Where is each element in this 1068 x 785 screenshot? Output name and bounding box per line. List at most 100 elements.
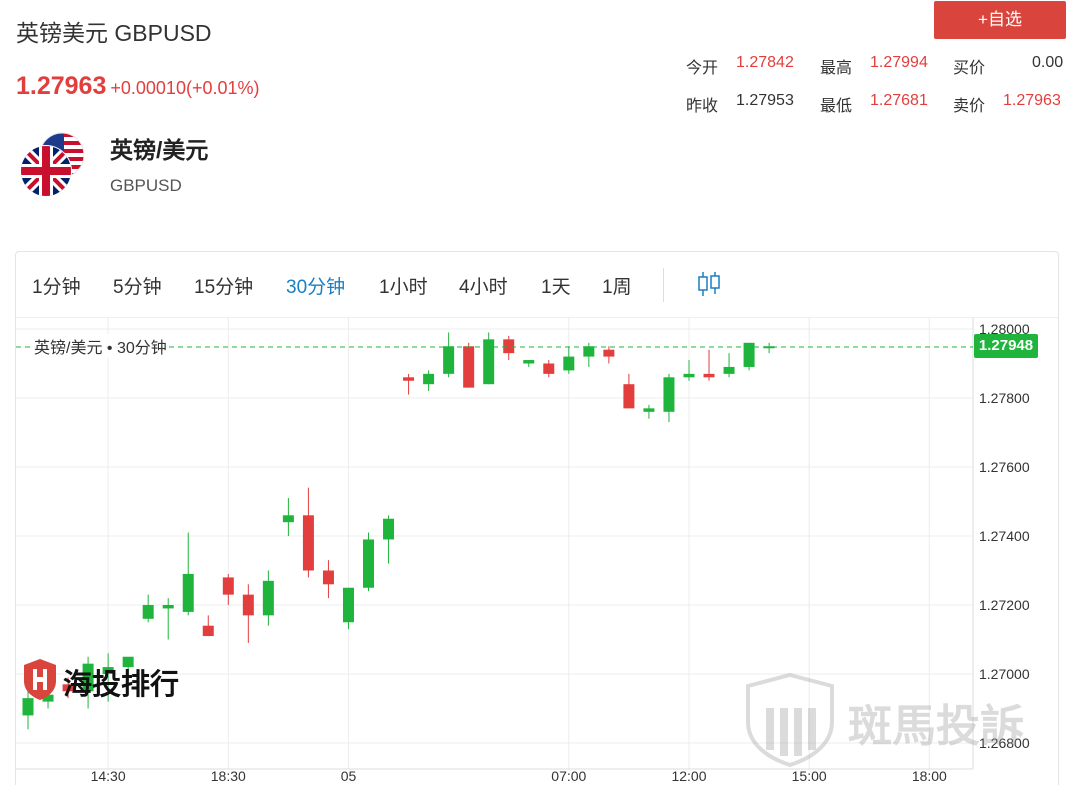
candle — [82, 656, 94, 709]
tab-15min[interactable]: 15分钟 — [194, 277, 254, 298]
candle — [242, 584, 254, 643]
haitou-watermark: 海投排行 — [21, 657, 191, 701]
candle — [423, 370, 435, 392]
price-change: +0.00010(+0.01%) — [110, 78, 260, 98]
x-tick-label: 18:00 — [912, 768, 947, 784]
low-value: 1.27681 — [870, 92, 928, 109]
candle-body — [302, 515, 314, 571]
x-tick-label: 14:30 — [91, 768, 126, 784]
candle-body — [403, 377, 415, 381]
ask-value: 1.27963 — [1003, 92, 1061, 109]
candle-body — [162, 605, 174, 609]
candle-body — [342, 587, 354, 623]
tab-1hour[interactable]: 1小时 — [379, 277, 428, 298]
tab-1week[interactable]: 1周 — [602, 277, 632, 298]
candlestick-chart[interactable]: 1.28000 1.27800 1.27600 1.27400 1.27200 1.270… — [16, 252, 1058, 785]
candle-body — [603, 349, 615, 357]
page-title: 英镑美元 GBPUSD — [16, 20, 212, 46]
candle — [342, 587, 354, 630]
candle-body — [583, 346, 595, 357]
candle — [403, 373, 415, 395]
candle — [122, 656, 134, 681]
candle-body — [623, 384, 635, 409]
zebra-watermark: 斑馬投訴 — [744, 672, 1054, 767]
candle-body — [242, 594, 254, 616]
candle — [583, 342, 595, 367]
tab-5min[interactable]: 5分钟 — [113, 277, 162, 298]
zebra-shield-icon — [746, 672, 834, 767]
candle-body — [202, 625, 214, 637]
candle — [142, 594, 154, 623]
candle-body — [483, 339, 495, 385]
candle — [663, 373, 675, 423]
candle-body — [322, 570, 334, 585]
price-row: 1.27963 +0.00010(+0.01%) — [16, 72, 260, 101]
tab-4hour[interactable]: 4小时 — [459, 277, 508, 298]
tab-1min[interactable]: 1分钟 — [32, 277, 81, 298]
bid-value: 0.00 — [1032, 54, 1064, 71]
candle — [182, 532, 194, 616]
candle-body — [282, 515, 294, 523]
candle-body — [523, 360, 535, 364]
candle-body — [643, 408, 655, 412]
shield-logo-icon — [24, 659, 56, 700]
candle-body — [62, 684, 74, 692]
candle-body — [563, 356, 575, 371]
candle-body — [463, 346, 475, 388]
chart-panel: 1分钟 5分钟 15分钟 30分钟 1小时 4小时 1天 1周 1.28000 1… — [15, 251, 1059, 785]
candle-body — [423, 373, 435, 385]
current-price-tag: 1.27948 — [974, 334, 1038, 358]
candle-body — [222, 577, 234, 595]
candle-body — [383, 518, 395, 540]
candle-body — [142, 605, 154, 619]
x-tick-label: 12:00 — [671, 768, 706, 784]
prev-close-label: 昨收 — [686, 98, 719, 115]
candle — [62, 677, 74, 699]
candle — [723, 353, 735, 378]
candle — [262, 570, 274, 626]
candle-body — [683, 373, 695, 378]
candle — [563, 346, 575, 374]
candle-body — [443, 346, 455, 374]
candle — [443, 332, 455, 378]
interval-tabs: 1分钟 5分钟 15分钟 30分钟 1小时 4小时 1天 1周 — [16, 252, 1058, 318]
candle — [22, 691, 34, 730]
candlestick-type-icon[interactable] — [696, 270, 722, 298]
candle-body — [122, 656, 134, 668]
candle — [222, 573, 234, 605]
candle — [603, 346, 615, 364]
uk-flag-icon — [21, 146, 71, 196]
tab-1day[interactable]: 1天 — [541, 277, 571, 298]
candle — [483, 332, 495, 385]
prev-close-value: 1.27953 — [736, 92, 794, 109]
candle — [623, 373, 635, 409]
candle-body — [42, 694, 54, 702]
candle — [162, 598, 174, 640]
add-watchlist-button[interactable]: +自选 — [934, 1, 1066, 39]
candle-body — [663, 377, 675, 412]
candle-body — [82, 663, 94, 692]
y-tick-label: 1.28000 — [979, 321, 1030, 337]
candle — [543, 360, 555, 378]
candle — [703, 349, 715, 381]
open-value: 1.27842 — [736, 54, 794, 71]
candle — [363, 532, 375, 592]
candle — [683, 360, 695, 381]
candle-body — [723, 366, 735, 374]
candle-body — [763, 346, 775, 349]
candle-body — [503, 339, 515, 354]
ask-label: 卖价 — [953, 98, 986, 115]
candle-body — [743, 342, 755, 367]
high-value: 1.27994 — [870, 54, 928, 71]
tab-30min[interactable]: 30分钟 — [286, 277, 346, 298]
high-label: 最高 — [820, 60, 853, 77]
candle-body — [543, 363, 555, 374]
candle-body — [703, 373, 715, 378]
stats-row-1: 今开 1.27842 最高 1.27994 买价 0.00 — [680, 54, 1068, 77]
stats-row-2: 昨收 1.27953 最低 1.27681 卖价 1.27963 — [680, 92, 1068, 115]
pair-code: GBPUSD — [110, 176, 182, 195]
last-price: 1.27963 — [16, 72, 107, 100]
candle — [463, 342, 475, 388]
candle — [523, 360, 535, 367]
x-tick-label: 05 — [341, 768, 357, 784]
